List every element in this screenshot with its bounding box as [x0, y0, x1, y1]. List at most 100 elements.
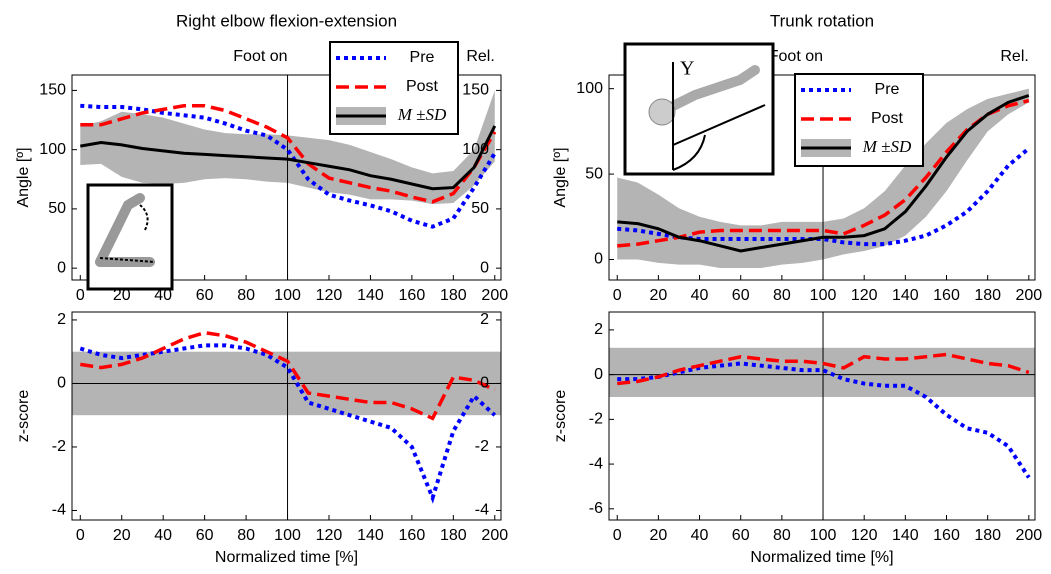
x-tick-label: 40	[154, 527, 172, 544]
y-tick-label: 150	[462, 82, 489, 99]
chart-panel: Right elbow flexion-extension Angle [º] Fo…	[15, 11, 508, 304]
sd-band	[617, 88, 1029, 269]
sd-band	[609, 347, 1035, 397]
y-tick-label: 0	[594, 366, 603, 383]
series-line	[80, 103, 497, 229]
y-tick-label: 0	[480, 375, 489, 392]
x-tick-label: 40	[691, 527, 709, 544]
x-tick-label: 80	[773, 287, 791, 304]
series-line	[617, 352, 1030, 386]
x-tick-label: 80	[773, 527, 791, 544]
series-line	[80, 104, 497, 204]
x-tick-label: 180	[440, 527, 467, 544]
y-tick-label: 0	[594, 251, 603, 268]
y-tick-label: 0	[480, 259, 489, 276]
x-tick-label: 60	[732, 287, 750, 304]
x-tick-label: 140	[892, 287, 919, 304]
x-tick-label: 40	[154, 287, 172, 304]
legend-label: Post	[871, 110, 904, 127]
series-line	[80, 330, 496, 421]
x-tick-label: 60	[732, 527, 750, 544]
inset-frame	[623, 42, 775, 176]
y-tick-label: -2	[475, 438, 489, 455]
legend-label: M ±SD	[862, 137, 912, 156]
x-tick-label: 80	[237, 527, 255, 544]
series-line	[80, 125, 497, 191]
x-tick-label: 100	[810, 287, 837, 304]
y-tick-label: 50	[585, 165, 603, 182]
x-tick-label: 140	[892, 527, 919, 544]
event-label: Rel.	[1000, 48, 1028, 65]
chart-panel: Trunk rotation Angle [º] Foot on Rel. 0 20 40 6…	[552, 11, 1042, 304]
inset-label: Y	[680, 58, 694, 80]
x-tick-label: 160	[933, 527, 960, 544]
x-axis-label: Normalized time [%]	[750, 549, 893, 566]
event-label: Foot on	[769, 48, 823, 65]
y-axis-label: Angle [º]	[15, 147, 32, 207]
legend-label: M ±SD	[397, 105, 447, 124]
legend-label: Pre	[410, 49, 435, 66]
x-tick-label: 40	[691, 287, 709, 304]
y-tick-label: 100	[576, 80, 603, 97]
x-tick-label: 100	[274, 527, 301, 544]
event-label: Foot on	[233, 48, 287, 65]
x-tick-label: 20	[113, 527, 131, 544]
y-tick-label: 0	[57, 375, 66, 392]
y-tick-label: -2	[589, 411, 603, 428]
chart-title: Right elbow flexion-extension	[176, 11, 397, 30]
y-tick-label: -2	[52, 438, 66, 455]
x-tick-label: 200	[481, 287, 508, 304]
x-tick-label: 80	[237, 287, 255, 304]
x-tick-label: 120	[851, 527, 878, 544]
y-tick-label: -4	[589, 455, 603, 472]
x-tick-label: 200	[481, 527, 508, 544]
x-tick-label: 100	[274, 287, 301, 304]
plot-frame	[608, 311, 1036, 521]
x-tick-label: 0	[76, 527, 85, 544]
x-axis-label: Normalized time [%]	[215, 549, 358, 566]
x-tick-label: 120	[316, 527, 343, 544]
plot-frame	[71, 311, 502, 521]
y-tick-label: -4	[475, 502, 489, 519]
chart-title: Trunk rotation	[770, 11, 874, 30]
inset-arrow	[99, 204, 156, 263]
y-axis-label: z-score	[552, 390, 569, 443]
y-tick-label: 50	[471, 200, 489, 217]
y-tick-label: 50	[48, 200, 66, 217]
x-tick-label: 140	[357, 287, 384, 304]
x-tick-label: 120	[316, 287, 343, 304]
inset-figure	[86, 183, 174, 291]
legend: Pre Post M ±SD	[329, 41, 459, 135]
x-tick-label: 0	[613, 287, 622, 304]
y-tick-label: 2	[594, 321, 603, 338]
x-tick-label: 60	[196, 527, 214, 544]
x-tick-label: 200	[1015, 287, 1042, 304]
inset-figure: Y	[623, 42, 775, 176]
x-tick-label: 60	[196, 287, 214, 304]
x-tick-label: 0	[76, 287, 85, 304]
y-axis-label: z-score	[15, 390, 32, 443]
y-axis-label: Angle [º]	[552, 147, 569, 207]
x-tick-label: 120	[851, 287, 878, 304]
x-tick-label: 200	[1015, 527, 1042, 544]
x-tick-label: 20	[113, 287, 131, 304]
y-tick-label: 2	[57, 311, 66, 328]
x-tick-label: 180	[440, 287, 467, 304]
x-tick-label: 140	[357, 527, 384, 544]
x-tick-label: 180	[974, 527, 1001, 544]
y-tick-label: 100	[39, 141, 66, 158]
x-tick-label: 160	[399, 287, 426, 304]
inset-head	[648, 98, 676, 126]
x-tick-label: 20	[649, 527, 667, 544]
x-tick-label: 160	[399, 527, 426, 544]
x-tick-label: 0	[613, 527, 622, 544]
series-line	[617, 98, 1030, 248]
series-line	[617, 94, 1030, 253]
inset-body	[660, 65, 760, 115]
x-tick-label: 160	[933, 287, 960, 304]
y-tick-label: 0	[57, 259, 66, 276]
x-tick-label: 180	[974, 287, 1001, 304]
